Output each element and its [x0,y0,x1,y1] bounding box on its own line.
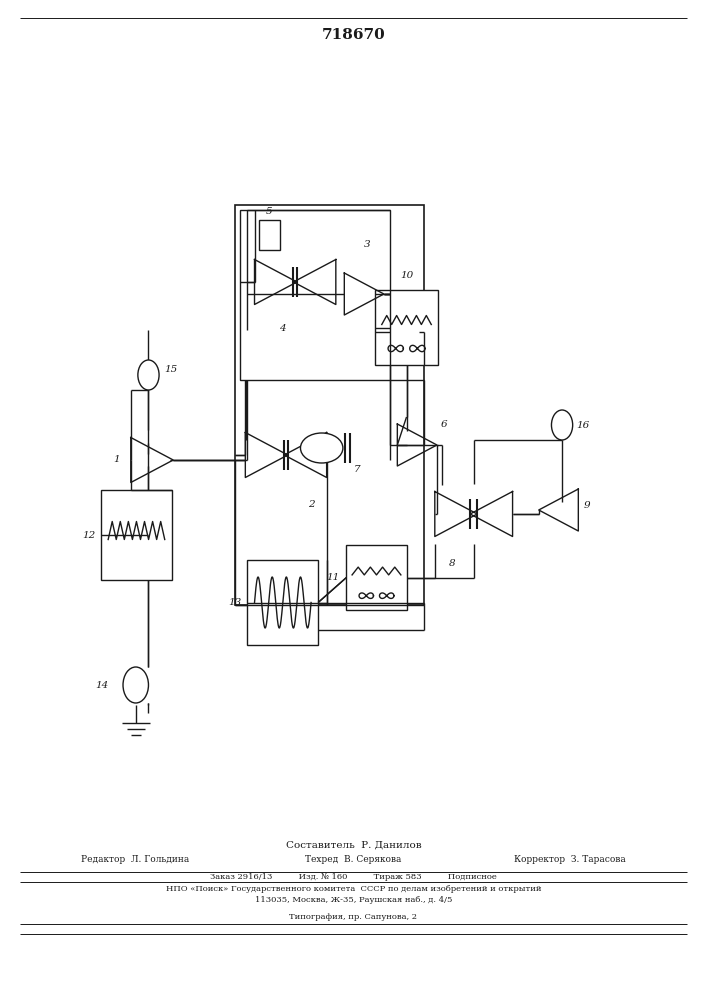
Text: 5: 5 [266,207,273,216]
Text: Техред  В. Серякова: Техред В. Серякова [305,856,402,864]
Text: 6: 6 [440,420,447,429]
Text: 3: 3 [364,240,371,249]
Bar [240,210,390,380]
Text: 8: 8 [449,559,456,568]
Text: 12: 12 [82,530,95,540]
Text: Типография, пр. Сапунова, 2: Типография, пр. Сапунова, 2 [289,913,418,921]
Circle shape [123,667,148,703]
Circle shape [551,410,573,440]
Bar [101,490,172,580]
Circle shape [138,360,159,390]
Text: 2: 2 [308,500,315,509]
Text: 16: 16 [576,420,590,430]
Text: 7: 7 [354,465,360,474]
Bar [346,545,407,610]
Bar [247,560,318,645]
Text: Составитель  Р. Данилов: Составитель Р. Данилов [286,840,421,850]
Text: 15: 15 [164,365,177,374]
Text: Редактор  Л. Гольдина: Редактор Л. Гольдина [81,856,189,864]
Text: 14: 14 [95,680,109,690]
Text: 113035, Москва, Ж-35, Раушская наб., д. 4/5: 113035, Москва, Ж-35, Раушская наб., д. … [255,896,452,904]
Text: Заказ 2916/13          Изд. № 160          Тираж 583          Подписное: Заказ 2916/13 Изд. № 160 Тираж 583 Подпи… [210,873,497,881]
Text: 1: 1 [114,456,120,464]
Text: 11: 11 [326,573,339,582]
Text: 4: 4 [279,324,286,333]
Bar [235,205,424,605]
Text: 13: 13 [228,598,242,607]
Text: 718670: 718670 [322,28,385,42]
Bar [375,290,438,365]
Ellipse shape [300,433,343,463]
Text: Корректор  З. Тарасова: Корректор З. Тарасова [514,856,626,864]
Bar [259,220,280,250]
Text: 9: 9 [584,500,590,510]
Text: НПО «Поиск» Государственного комитета  СССР по делам изобретений и открытий: НПО «Поиск» Государственного комитета СС… [165,885,542,893]
Text: 10: 10 [400,271,413,280]
